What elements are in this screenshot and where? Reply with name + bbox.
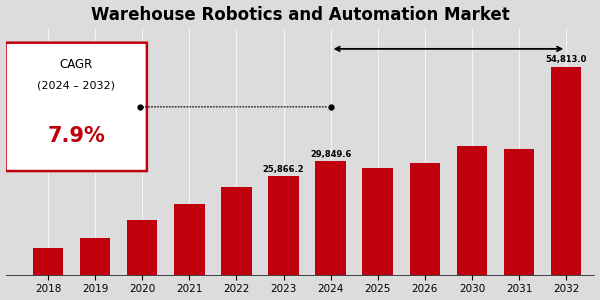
- Bar: [127, 220, 157, 275]
- Bar: [457, 146, 487, 275]
- Bar: [174, 205, 205, 275]
- Text: 29,849.6: 29,849.6: [310, 150, 352, 159]
- Text: CAGR: CAGR: [59, 58, 93, 71]
- Bar: [32, 248, 63, 275]
- Bar: [268, 176, 299, 275]
- Text: 54,813.0: 54,813.0: [545, 55, 587, 64]
- Text: 25,866.2: 25,866.2: [263, 165, 304, 174]
- Bar: [362, 168, 393, 275]
- Text: (2024 – 2032): (2024 – 2032): [37, 80, 115, 90]
- Bar: [316, 161, 346, 275]
- Bar: [221, 188, 252, 275]
- Text: 7.9%: 7.9%: [47, 126, 105, 146]
- Bar: [551, 67, 581, 275]
- Bar: [410, 163, 440, 275]
- Title: Warehouse Robotics and Automation Market: Warehouse Robotics and Automation Market: [91, 6, 509, 24]
- Bar: [80, 238, 110, 275]
- FancyBboxPatch shape: [5, 43, 147, 171]
- Bar: [504, 149, 535, 275]
